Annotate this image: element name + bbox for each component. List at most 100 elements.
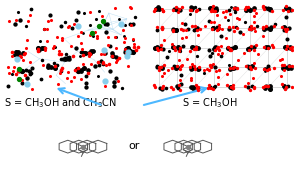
Point xyxy=(228,47,232,50)
Point xyxy=(191,66,195,69)
Point xyxy=(282,26,287,29)
Point xyxy=(102,53,106,56)
Point xyxy=(110,54,115,57)
Point xyxy=(178,79,183,82)
Point xyxy=(256,52,260,55)
Point xyxy=(122,49,127,52)
Point xyxy=(234,7,239,10)
Point xyxy=(282,66,287,69)
Point xyxy=(248,88,252,91)
Point xyxy=(207,48,212,51)
Point xyxy=(278,59,283,62)
Point xyxy=(29,87,34,90)
Point xyxy=(83,81,88,84)
Point xyxy=(179,83,184,86)
Point xyxy=(173,48,178,51)
Point xyxy=(225,46,230,50)
Point xyxy=(156,6,160,9)
Point xyxy=(15,57,20,60)
Point xyxy=(208,6,213,9)
Point xyxy=(165,69,170,72)
Point xyxy=(76,11,81,14)
Point xyxy=(101,63,106,66)
Point xyxy=(190,6,194,9)
Point xyxy=(123,50,128,53)
Point xyxy=(95,35,99,38)
Point xyxy=(112,6,117,9)
Point xyxy=(78,42,83,45)
Point xyxy=(160,7,165,10)
Point xyxy=(10,51,14,54)
Point xyxy=(64,57,69,60)
Point xyxy=(266,84,270,88)
Point xyxy=(196,85,200,88)
Point xyxy=(180,29,185,32)
Point xyxy=(228,85,233,88)
Point xyxy=(190,25,194,28)
Point xyxy=(280,25,284,28)
Point xyxy=(118,23,123,26)
Point xyxy=(194,45,198,48)
Point xyxy=(84,86,88,89)
Point xyxy=(247,66,252,69)
Point xyxy=(178,9,183,12)
Point xyxy=(155,66,159,69)
Point xyxy=(11,53,16,56)
Point xyxy=(170,42,175,45)
Point xyxy=(159,44,164,47)
Point xyxy=(282,28,286,31)
Point xyxy=(213,46,218,49)
Point xyxy=(229,87,233,90)
Point xyxy=(95,36,100,39)
Point xyxy=(261,86,265,89)
Point xyxy=(183,22,188,26)
Point xyxy=(51,46,56,49)
Point xyxy=(251,87,256,90)
Point xyxy=(224,36,228,39)
Point xyxy=(155,28,160,31)
Point xyxy=(161,10,166,13)
Point xyxy=(191,86,195,89)
Point xyxy=(59,52,64,55)
Point xyxy=(88,63,93,66)
Point xyxy=(35,50,40,53)
Point xyxy=(234,26,238,29)
Point xyxy=(242,21,247,24)
Point xyxy=(196,7,201,10)
Point xyxy=(210,28,215,31)
Point xyxy=(105,36,110,39)
Point xyxy=(266,45,270,48)
Point xyxy=(193,6,198,9)
Point xyxy=(215,14,220,17)
Point xyxy=(228,49,233,52)
Point xyxy=(284,48,288,51)
Point xyxy=(83,52,88,55)
Point xyxy=(216,75,221,78)
Point xyxy=(207,85,212,88)
Point xyxy=(290,45,294,48)
Point xyxy=(272,24,277,27)
Point xyxy=(37,49,42,52)
Point xyxy=(108,45,113,48)
Point xyxy=(101,61,106,64)
Point xyxy=(16,69,21,72)
Point xyxy=(195,54,199,57)
Point xyxy=(211,63,216,66)
Point xyxy=(112,85,116,88)
Point xyxy=(124,52,128,55)
Point xyxy=(186,145,190,148)
Point xyxy=(280,66,285,69)
Point xyxy=(12,22,17,25)
Point xyxy=(176,49,181,52)
Point xyxy=(75,24,80,27)
Point xyxy=(52,44,56,47)
Point xyxy=(65,77,70,80)
Point xyxy=(214,26,219,29)
Point xyxy=(24,47,29,50)
Point xyxy=(23,52,28,55)
Point xyxy=(16,53,21,56)
Point xyxy=(282,85,287,88)
Point xyxy=(52,64,57,67)
Point xyxy=(288,45,292,48)
Point xyxy=(176,11,180,14)
